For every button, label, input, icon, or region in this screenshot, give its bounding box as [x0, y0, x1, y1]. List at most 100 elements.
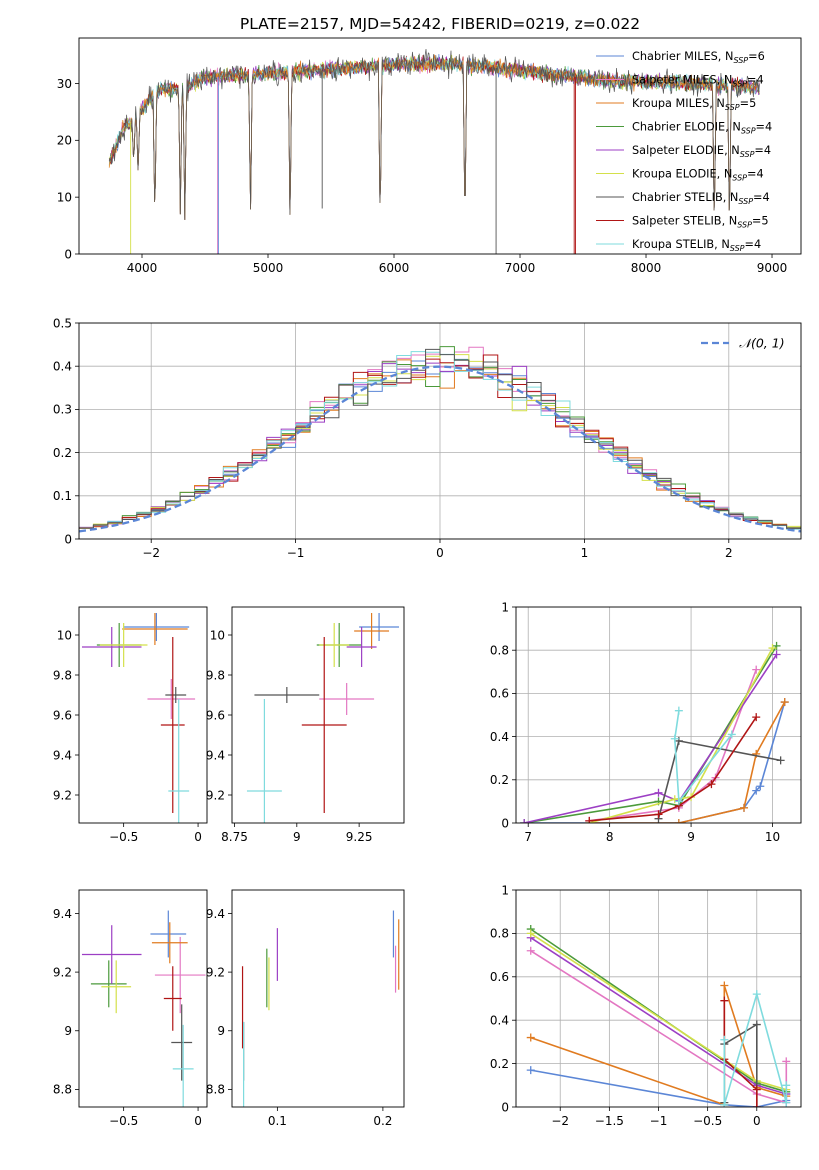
mass_vs_Z-plot-area: [81, 910, 206, 1107]
figure-title: PLATE=2157, MJD=54242, FIBERID=0219, z=0…: [240, 15, 640, 33]
normal-curve: [79, 365, 801, 533]
legend-name: Salpeter STELIB: [632, 215, 722, 228]
mass_vs_ebv-xtick-label: 0.1: [268, 1114, 287, 1128]
legend-nssp-eq: =: [748, 50, 757, 63]
legend-nssp-prefix: , N: [724, 144, 740, 157]
weight_vs_Z-marker-2: [526, 1033, 535, 1042]
weight_vs_Z-ytick-label: 0: [501, 1100, 509, 1114]
weight_vs_age-marker-4: [654, 788, 663, 797]
weight_vs_Z-marker-1: [526, 946, 535, 955]
weight_vs_age-marker-0: [752, 786, 761, 795]
spectrum-xtick-label: 7000: [505, 261, 536, 275]
weight_vs_age-frame: [515, 606, 802, 824]
weight_vs_age-series-3: [523, 645, 778, 823]
weight_vs_age-marker-4: [772, 650, 781, 659]
weight_vs_Z-marker-6: [752, 1020, 761, 1029]
mass_vs_Z-ytick-label: 9.2: [53, 965, 72, 979]
age_vs_mass-panel: 8.75 9 9.25 9.2 9.4 9.6 9.8 10: [206, 606, 405, 844]
histogram-series-6: [79, 348, 801, 539]
legend-name: Chabrier ELODIE: [632, 121, 725, 134]
weight_vs_Z-xtick-label: −2: [551, 1114, 569, 1128]
residuals-xtick-label: −1: [287, 546, 305, 560]
weight_vs_age-marker-8: [674, 706, 683, 715]
weight_vs_Z-xtick-label: 0: [753, 1114, 761, 1128]
weight_vs_age-marker-5: [670, 795, 679, 804]
age_vs_mass-xtick-label: 8.75: [221, 830, 248, 844]
legend-nssp-eq: =: [745, 238, 754, 251]
spectrum-ytick-label: 0: [64, 247, 72, 261]
weight_vs_age-series-5: [589, 647, 774, 823]
weight_vs_Z-ytick-label: 0.8: [490, 927, 509, 941]
legend-nssp-sub: SSP: [732, 80, 747, 89]
spectrum-xtick-label: 6000: [379, 261, 410, 275]
weight_vs_age-series-4: [523, 654, 778, 823]
weight_vs_age-ytick-label: 0.8: [490, 644, 509, 658]
legend-nssp-eq: =: [754, 144, 763, 157]
legend-label-4: Salpeter ELODIE, NSSP=4: [632, 144, 771, 159]
weight_vs_age-marker-7: [585, 816, 594, 823]
age_vs_mass-ytick-label: 9.4: [206, 748, 225, 762]
legend-name: Kroupa MILES: [632, 97, 709, 110]
legend-nssp-prefix: , N: [718, 50, 734, 63]
weight_vs_age-marker-1: [752, 665, 761, 674]
residuals-ytick-label: 0.4: [53, 360, 72, 374]
weight_vs_Z-series-7: [723, 1000, 758, 1107]
weight_vs_Z-ytick-label: 0.6: [490, 970, 509, 984]
mass_vs_Z-ytick-label: 9: [64, 1024, 72, 1038]
weight_vs_age-marker-0: [756, 782, 765, 791]
legend-nssp-prefix: , N: [723, 191, 739, 204]
age_vs_Z-ytick-label: 9.6: [53, 708, 72, 722]
legend-nssp-value: 4: [763, 191, 770, 204]
weight_vs_Z-ytick-label: 0.4: [490, 1014, 509, 1028]
age_vs_mass-ytick-label: 10: [210, 628, 225, 642]
age_vs_mass-ytick-label: 9.2: [206, 788, 225, 802]
age_vs_mass-plot-area: [246, 613, 400, 823]
mass_vs_Z-xtick-label: −0.5: [109, 1114, 138, 1128]
residuals-xtick-label: −2: [142, 546, 160, 560]
spectrum-ytick-label: 30: [57, 77, 72, 91]
age_vs_Z-panel: −0.5 0 9.2 9.4 9.6 9.8 10: [53, 606, 208, 844]
legend-nssp-eq: =: [752, 215, 761, 228]
weight_vs_Z-xtick-label: −1: [650, 1114, 668, 1128]
weight_vs_age-marker-7: [654, 810, 663, 819]
weight_vs_age-marker-4: [520, 819, 529, 823]
weight_vs_age-series-2: [589, 701, 786, 823]
spectrum-frame: [78, 37, 802, 255]
weight_vs_age-marker-7: [752, 713, 761, 722]
legend-nssp-prefix: , N: [709, 97, 725, 110]
mass_vs_Z-xtick-label: 0: [194, 1114, 202, 1128]
age_vs_Z-ytick-label: 9.4: [53, 748, 72, 762]
weight_vs_Z-marker-5: [526, 929, 535, 938]
residuals-ytick-label: 0.3: [53, 403, 72, 417]
legend-nssp-value: 4: [756, 74, 763, 87]
spectrum-xtick-label: 8000: [631, 261, 662, 275]
weight_vs_Z-marker-8: [720, 1100, 729, 1107]
mass_vs_Z-panel: −0.5 0 8.8 9 9.2 9.4: [53, 889, 208, 1128]
age_vs_mass-ytick-label: 9.6: [206, 708, 225, 722]
legend-nssp-prefix: , N: [717, 74, 733, 87]
weight_vs_age-marker-2: [752, 749, 761, 758]
weight_vs_Z-marker-7: [720, 996, 729, 1005]
legend-nssp-sub: SSP: [740, 150, 755, 159]
legend-nssp-sub: SSP: [730, 244, 745, 253]
weight_vs_age-plot-area: [516, 607, 801, 823]
weight_vs_Z-xtick-label: −1.5: [595, 1114, 624, 1128]
legend-nssp-value: 6: [758, 50, 765, 63]
mass_vs_ebv-ytick-label: 8.8: [206, 1083, 225, 1097]
weight_vs_age-ytick-label: 0.2: [490, 773, 509, 787]
weight_vs_age-marker-8: [670, 734, 679, 743]
legend-label-2: Kroupa MILES, NSSP=5: [632, 97, 756, 112]
legend-name: Kroupa ELODIE: [632, 168, 717, 181]
legend-nssp-value: 5: [761, 215, 768, 228]
residuals-ytick-label: 0.5: [53, 316, 72, 330]
weight_vs_age-series-8: [673, 710, 733, 804]
weight_vs_Z-marker-8: [782, 1098, 791, 1107]
legend-nssp-value: 4: [756, 168, 763, 181]
mass_vs_ebv-ytick-label: 9.4: [206, 907, 225, 921]
weight_vs_age-ytick-label: 0.6: [490, 687, 509, 701]
legend-name: Salpeter ELODIE: [632, 144, 724, 157]
weight_vs_age-xtick-label: 7: [524, 830, 532, 844]
legend-nssp-prefix: , N: [725, 121, 741, 134]
legend-name: Salpeter MILES: [632, 74, 717, 87]
